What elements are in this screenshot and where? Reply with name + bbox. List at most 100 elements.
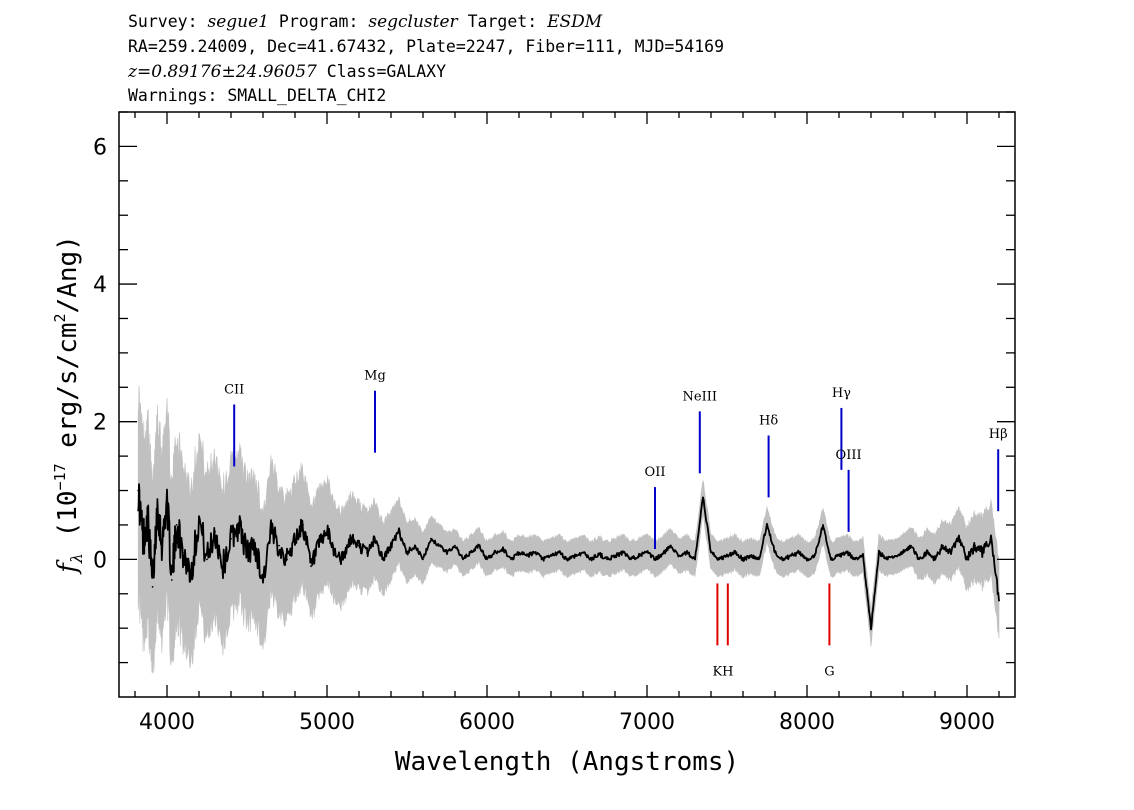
flux-point xyxy=(542,558,544,561)
flux-point xyxy=(598,552,600,555)
flux-point xyxy=(518,551,520,554)
flux-point xyxy=(798,551,800,554)
flux-point xyxy=(190,572,192,574)
line-label-neiii: NeIII xyxy=(683,389,717,404)
flux-point xyxy=(718,558,720,561)
y-tick-label: 6 xyxy=(93,135,107,160)
flux-point xyxy=(886,558,888,561)
flux-point xyxy=(358,544,360,547)
flux-point xyxy=(326,530,328,533)
flux-point xyxy=(950,551,952,554)
flux-point xyxy=(470,551,472,554)
flux-point xyxy=(214,530,216,533)
flux-point xyxy=(161,544,164,547)
flux-point xyxy=(958,537,960,540)
plot-frame xyxy=(118,111,1016,698)
flux-point xyxy=(246,551,248,554)
flux-point xyxy=(806,558,808,561)
flux-point xyxy=(262,579,264,581)
flux-point xyxy=(510,558,512,561)
line-label-g: G xyxy=(824,664,834,679)
flux-point xyxy=(726,555,728,557)
flux-point xyxy=(454,544,456,547)
flux-point xyxy=(286,558,288,561)
flux-point xyxy=(558,551,560,554)
flux-point xyxy=(646,551,648,554)
axes xyxy=(118,111,1016,698)
flux-point xyxy=(838,555,840,557)
redshift-value: z=0.89176±24.96057 xyxy=(127,62,317,82)
flux-point xyxy=(974,544,976,547)
flux-point xyxy=(686,551,688,554)
flux-point xyxy=(270,530,272,533)
flux-point xyxy=(151,586,154,588)
line-label-hδ: Hδ xyxy=(759,413,778,428)
flux-point xyxy=(502,548,504,550)
flux-point xyxy=(630,558,632,561)
flux-point xyxy=(146,517,149,519)
flux-point xyxy=(486,558,488,561)
flux-point xyxy=(654,558,656,561)
flux-point xyxy=(494,551,496,554)
flux-point xyxy=(614,555,616,557)
flux-point xyxy=(294,537,296,540)
flux-point xyxy=(830,558,832,561)
flux-point xyxy=(758,558,760,561)
error-band-area xyxy=(137,385,1000,674)
flux-point xyxy=(902,551,904,554)
flux-point xyxy=(622,551,624,554)
flux-point xyxy=(366,551,368,554)
flux-point xyxy=(334,551,336,554)
flux-point xyxy=(782,558,784,561)
x-tick-label: 7000 xyxy=(619,710,675,735)
flux-point xyxy=(606,558,608,561)
flux-point xyxy=(918,558,920,561)
flux-point xyxy=(910,544,912,547)
flux-point xyxy=(342,558,344,561)
x-tick-label: 4000 xyxy=(139,710,195,735)
flux-point xyxy=(182,551,184,554)
flux-point xyxy=(854,558,856,561)
x-tick-label: 9000 xyxy=(939,710,995,735)
flux-point xyxy=(734,551,736,554)
flux-point xyxy=(870,627,872,630)
y-tick-label: 2 xyxy=(93,411,107,436)
y-tick-label: 4 xyxy=(93,273,107,298)
flux-line xyxy=(137,483,1000,631)
spectral-lines: CII Mg OII NeIII Hδ Hγ OIII Hβ K H G xyxy=(224,369,1008,680)
flux-point xyxy=(175,524,178,526)
flux-point xyxy=(926,551,928,554)
flux-point xyxy=(566,558,568,561)
target-label: Target: xyxy=(468,12,538,31)
survey-label: Survey: xyxy=(128,12,198,31)
flux-point xyxy=(878,551,880,554)
flux-point xyxy=(982,551,984,554)
line-label-cii: CII xyxy=(224,383,244,398)
flux-point xyxy=(894,555,896,557)
line-label-oii: OII xyxy=(645,465,666,480)
line-label-oiii: OIII xyxy=(836,448,862,463)
target-value: ESDM xyxy=(546,12,603,32)
header-line-1: Survey: segue1 Program: segcluster Targe… xyxy=(128,12,603,32)
flux-point xyxy=(670,544,672,547)
flux-point xyxy=(998,599,1000,602)
flux-point xyxy=(814,554,816,557)
x-axis-label: Wavelength (Angstroms) xyxy=(395,747,739,777)
line-label-hγ: Hγ xyxy=(832,386,851,401)
flux-point xyxy=(137,489,140,492)
program-label: Program: xyxy=(279,12,358,31)
y-label-lambda: λ xyxy=(67,553,86,564)
flux-point xyxy=(430,537,432,540)
flux-point xyxy=(702,496,704,499)
flux-point xyxy=(198,517,200,519)
flux-point xyxy=(238,524,240,526)
flux-point xyxy=(966,558,968,561)
flux-point xyxy=(678,555,680,557)
flux-point xyxy=(526,555,528,557)
survey-value: segue1 xyxy=(207,12,269,32)
y-axis-label: fλ (10−17 erg/s/cm2/Ang) xyxy=(51,235,86,575)
flux-point xyxy=(822,524,824,526)
flux-point xyxy=(414,544,416,547)
flux-point xyxy=(574,555,576,557)
